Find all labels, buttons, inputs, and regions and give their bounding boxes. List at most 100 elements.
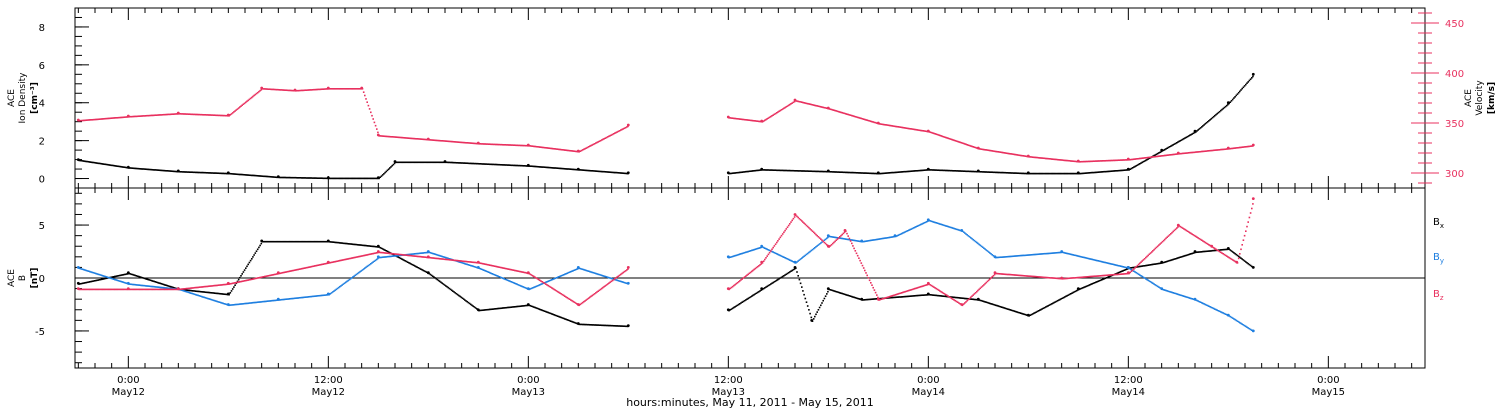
data-point: [553, 167, 555, 169]
data-point: [743, 171, 746, 173]
data-point: [466, 300, 468, 303]
data-point: [456, 293, 459, 296]
data-point: [348, 257, 351, 260]
data-point: [841, 292, 843, 295]
data-point: [172, 286, 174, 289]
data-point: [392, 255, 395, 257]
data-point: [999, 171, 1002, 174]
data-point: [298, 297, 301, 299]
data-point: [1155, 284, 1158, 287]
data-point: [530, 287, 533, 290]
data-point: [226, 172, 228, 175]
data-point: [208, 285, 210, 287]
data-point: [154, 169, 157, 171]
data-point: [995, 171, 997, 174]
data-point: [222, 114, 224, 117]
data-point: [1004, 273, 1007, 276]
data-point: [790, 103, 792, 105]
data-point: [1208, 250, 1210, 252]
data-point: [374, 259, 377, 262]
data-point: [558, 291, 560, 294]
data-point: [1242, 86, 1245, 89]
data-point: [1220, 249, 1222, 251]
data-point: [1036, 310, 1039, 313]
data-point: [964, 232, 966, 234]
data-point: [1083, 286, 1085, 289]
data-point: [210, 298, 213, 301]
data-point: [1206, 243, 1209, 245]
data-point: [591, 294, 593, 297]
data-point: [970, 298, 972, 300]
data-point: [167, 285, 170, 287]
data-point: [424, 161, 427, 164]
data-point: [854, 239, 857, 242]
data-point: [537, 278, 540, 281]
data-point: [1158, 152, 1160, 154]
data-point: [1106, 170, 1109, 173]
data-point: [1251, 145, 1253, 147]
data-point: [383, 252, 385, 254]
data-point: [1052, 277, 1054, 279]
data-point: [492, 308, 495, 310]
data-point: [805, 102, 808, 105]
data-point: [1130, 268, 1133, 271]
data-point: [184, 290, 186, 293]
data-point: [803, 293, 805, 296]
data-point: [621, 325, 623, 327]
data-point: [895, 125, 897, 128]
data-point: [152, 285, 154, 288]
data-point: [512, 306, 515, 308]
data-point: [383, 173, 385, 175]
data-point: [1002, 151, 1004, 154]
data-point: [187, 291, 190, 294]
data-point: [742, 300, 745, 303]
data-point: [159, 169, 161, 172]
data-point: [387, 135, 390, 138]
data-point: [317, 240, 320, 243]
series-bz: [76, 197, 1255, 307]
data-point: [167, 288, 170, 291]
data-point: [129, 283, 132, 285]
data-point: [1180, 226, 1183, 229]
data-point: [755, 292, 758, 294]
data-point: [136, 275, 139, 277]
data-point: [821, 239, 823, 241]
data-point: [172, 113, 174, 115]
data-point: [1251, 77, 1253, 79]
data-point: [1152, 250, 1154, 252]
data-point: [431, 275, 434, 277]
data-point: [81, 268, 84, 271]
data-point: [905, 127, 908, 129]
data-marker: [1026, 154, 1030, 158]
data-point: [605, 284, 608, 286]
data-point: [1183, 295, 1185, 297]
data-point: [1197, 300, 1199, 302]
data-point: [546, 166, 548, 169]
data-point: [1149, 156, 1152, 158]
data-point: [381, 135, 384, 137]
data-point: [964, 170, 966, 172]
data-point: [1008, 172, 1010, 174]
data-point: [521, 164, 523, 167]
data-point: [621, 172, 623, 174]
data-point: [1220, 251, 1222, 254]
data-point: [453, 259, 455, 262]
data-point: [276, 176, 278, 179]
data-point: [785, 106, 788, 108]
data-point: [436, 161, 439, 164]
data-point: [183, 290, 185, 292]
data-point: [1006, 273, 1009, 276]
data-point: [1068, 277, 1071, 279]
data-point: [871, 298, 873, 300]
data-point: [1189, 134, 1191, 137]
data-point: [611, 324, 614, 327]
data-point: [516, 270, 518, 272]
data-point: [1211, 307, 1214, 309]
data-point: [895, 293, 897, 296]
data-point: [283, 240, 285, 243]
data-point: [752, 119, 754, 122]
data-point: [406, 261, 409, 263]
data-point: [170, 287, 172, 290]
data-point: [837, 171, 840, 173]
data-point: [464, 141, 466, 144]
